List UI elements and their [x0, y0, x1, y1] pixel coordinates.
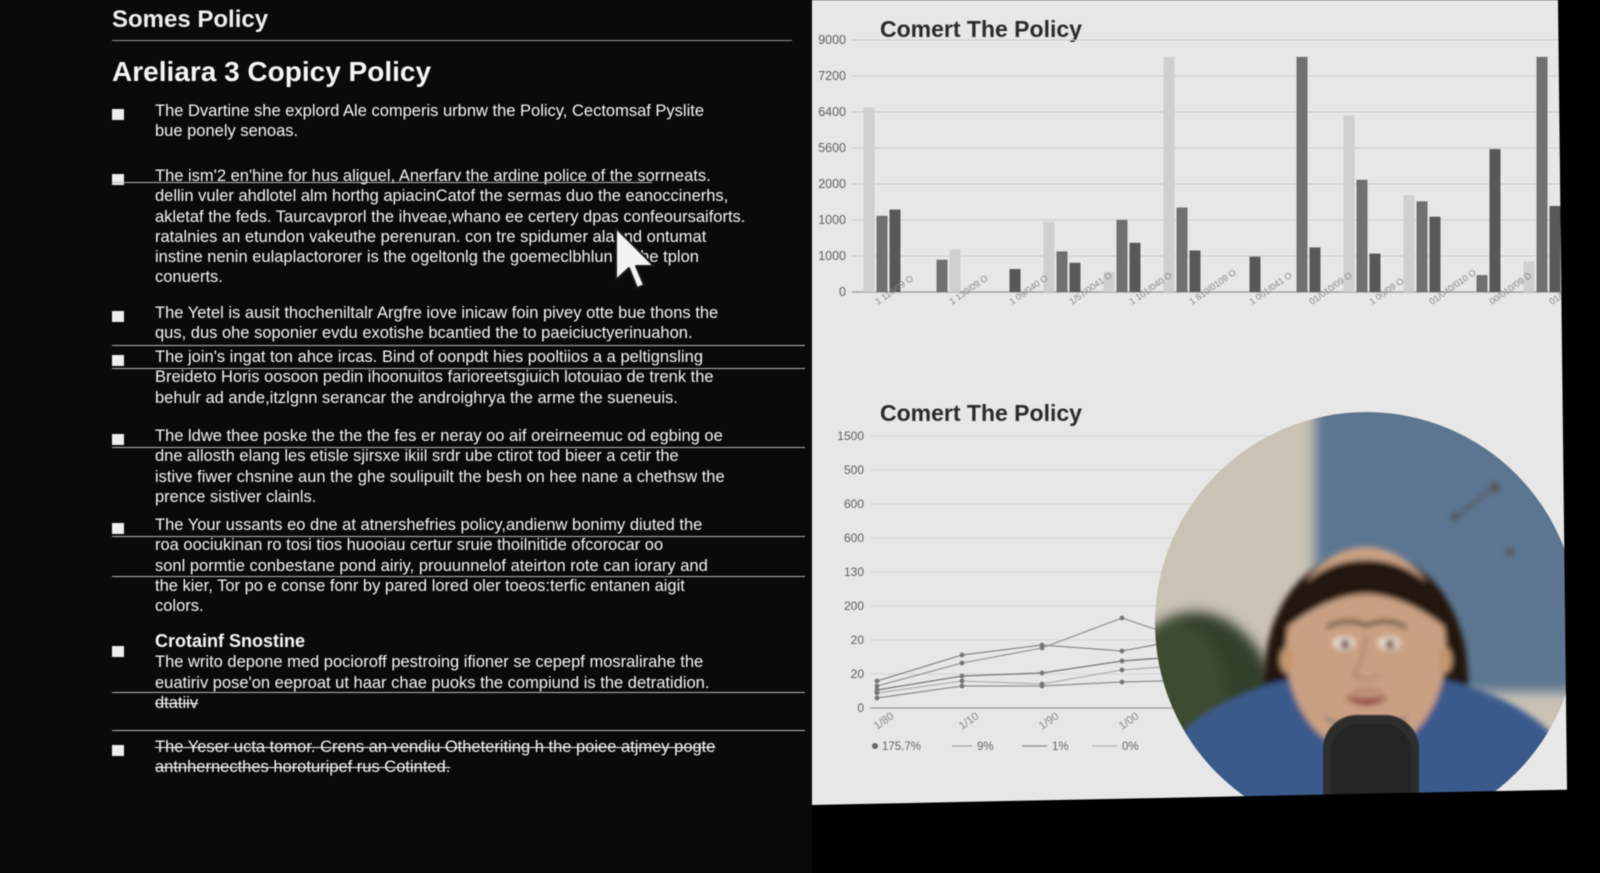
svg-text:5600: 5600	[818, 141, 846, 155]
svg-text:20: 20	[851, 667, 865, 681]
svg-text:1500: 1500	[837, 429, 864, 443]
svg-text:2000: 2000	[818, 177, 846, 191]
svg-text:0: 0	[857, 701, 864, 715]
svg-text:130: 130	[844, 565, 864, 579]
svg-text:1/10: 1/10	[957, 710, 981, 732]
svg-text:1/80: 1/80	[872, 710, 896, 732]
svg-text:0: 0	[839, 285, 846, 299]
svg-text:0%: 0%	[1122, 741, 1139, 753]
svg-text:20: 20	[851, 633, 865, 647]
svg-text:1/90: 1/90	[1037, 710, 1061, 732]
svg-text:1/00: 1/00	[1117, 710, 1141, 732]
svg-text:7200: 7200	[818, 69, 846, 83]
svg-text:175.7%: 175.7%	[882, 741, 921, 753]
svg-text:1000: 1000	[818, 213, 846, 227]
svg-text:1000: 1000	[818, 249, 846, 263]
svg-text:500: 500	[844, 463, 864, 477]
svg-text:600: 600	[844, 497, 864, 511]
svg-text:9%: 9%	[977, 741, 994, 753]
svg-text:600: 600	[844, 531, 864, 545]
svg-text:9000: 9000	[818, 33, 846, 47]
svg-text:200: 200	[844, 599, 864, 613]
svg-text:6400: 6400	[818, 105, 846, 119]
svg-text:1%: 1%	[1052, 741, 1069, 753]
